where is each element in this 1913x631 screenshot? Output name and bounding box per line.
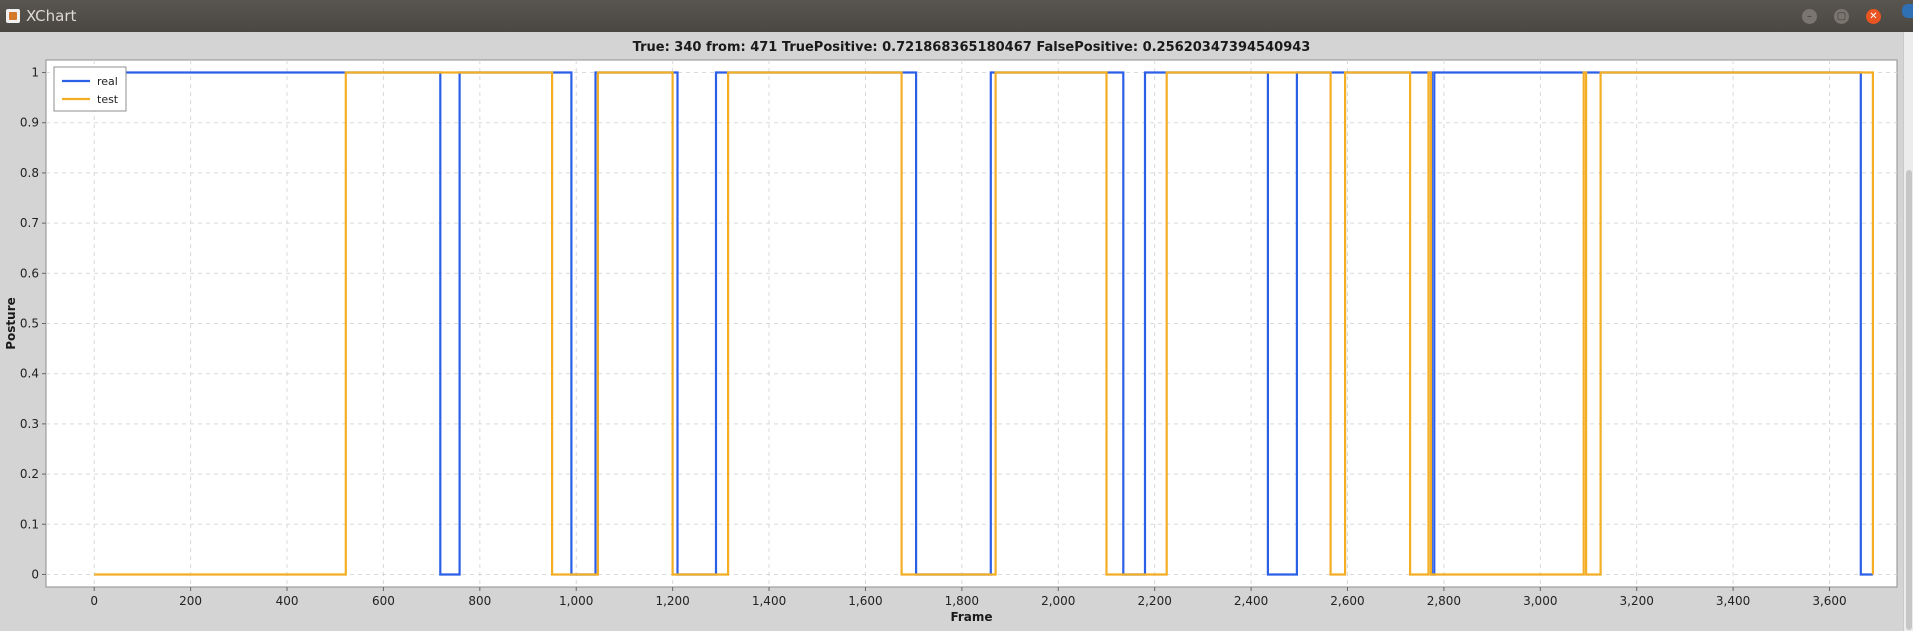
scrollbar-thumb[interactable] (1906, 170, 1912, 630)
x-tick-label: 800 (468, 594, 491, 608)
y-tick-label: 0.2 (20, 467, 39, 481)
x-tick-label: 2,600 (1330, 594, 1364, 608)
x-tick-label: 2,200 (1137, 594, 1171, 608)
y-tick-label: 0.3 (20, 417, 39, 431)
legend-label-test: test (97, 93, 119, 106)
legend-box (53, 66, 127, 112)
chart-area: 0 200 400 600 800 1,000 1,200 1,400 1,600 1,800 2,… (4, 40, 1898, 624)
maximize-icon[interactable]: ▢ (1834, 9, 1849, 24)
y-tick-label: 0.9 (20, 116, 39, 130)
x-tick-label: 3,200 (1620, 594, 1654, 608)
x-tick-label: 3,400 (1716, 594, 1750, 608)
x-tick-label: 1,400 (752, 594, 786, 608)
tray-icon (1902, 4, 1913, 18)
chart-title: True: 340 from: 471 TruePositive: 0.7218… (633, 40, 1311, 55)
x-tick-label: 1,600 (848, 594, 882, 608)
y-tick-label: 1 (31, 66, 39, 80)
y-tick-label: 0.5 (20, 317, 39, 331)
y-tick-label: 0.1 (20, 517, 39, 531)
x-tick-label: 600 (372, 594, 395, 608)
y-tick-label: 0 (31, 567, 39, 581)
window-titlebar[interactable]: XChart – ▢ ✕ (0, 0, 1913, 32)
x-tick-label: 1,000 (559, 594, 593, 608)
x-tick-label: 1,200 (655, 594, 689, 608)
y-tick-label: 0.4 (20, 367, 39, 381)
close-icon[interactable]: ✕ (1866, 9, 1881, 24)
x-tick-label: 3,000 (1523, 594, 1557, 608)
minimize-icon[interactable]: – (1802, 9, 1817, 24)
y-tick-label: 0.7 (20, 216, 39, 230)
x-tick-label: 200 (179, 594, 202, 608)
x-tick-label: 3,600 (1812, 594, 1846, 608)
x-tick-label: 2,000 (1041, 594, 1075, 608)
window-title: XChart (26, 7, 77, 25)
plot-background (45, 59, 1898, 588)
series-line-test (94, 71, 1875, 576)
x-tick-label: 2,400 (1234, 594, 1268, 608)
y-tick-label: 0.6 (20, 266, 39, 280)
x-tick-label: 1,800 (945, 594, 979, 608)
y-axis-label: Posture (4, 297, 18, 350)
x-tick-label: 400 (276, 594, 299, 608)
java-app-icon (6, 9, 20, 23)
y-tick-label: 0.8 (20, 166, 39, 180)
x-axis-label: Frame (950, 610, 992, 624)
legend-label-real: real (97, 75, 118, 88)
x-tick-label: 2,800 (1427, 594, 1461, 608)
x-tick-label: 0 (90, 594, 98, 608)
